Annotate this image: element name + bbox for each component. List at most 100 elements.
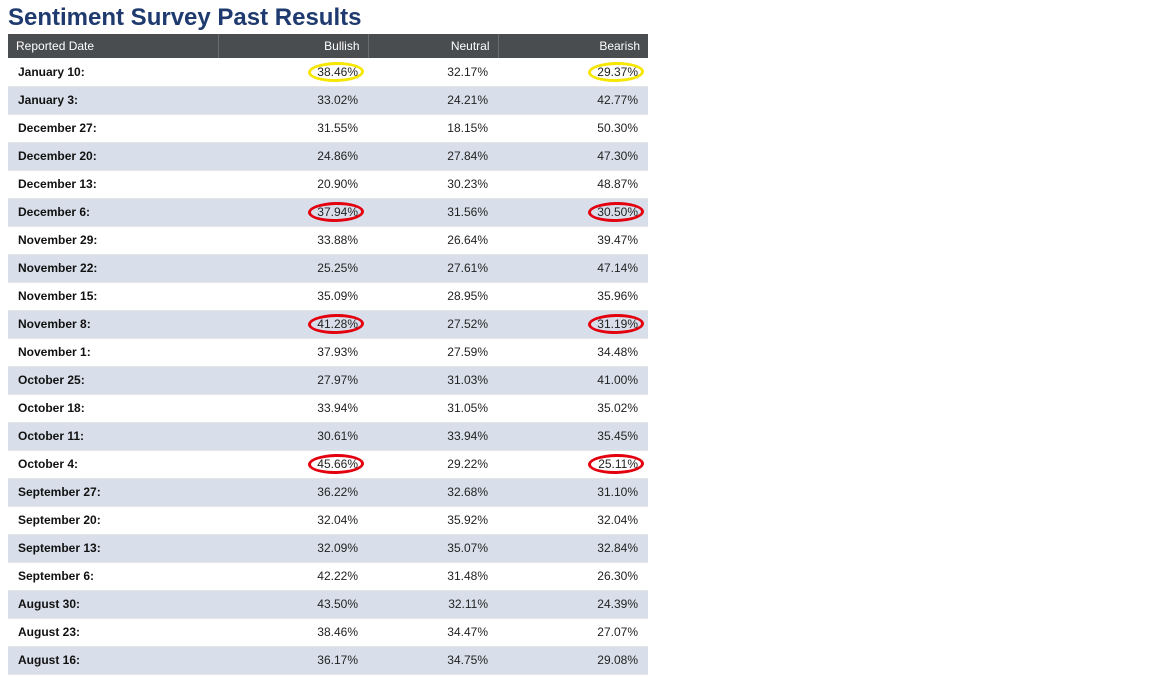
cell-neutral: 24.21% — [368, 86, 498, 114]
cell-value: 34.48% — [597, 345, 638, 359]
cell-value: 27.59% — [447, 345, 488, 359]
cell-value: 32.17% — [447, 65, 488, 79]
cell-value: 25.25% — [317, 261, 358, 275]
cell-neutral: 33.94% — [368, 422, 498, 450]
cell-value: 26.64% — [447, 233, 488, 247]
cell-bearish: 32.04% — [498, 506, 648, 534]
cell-neutral: 27.52% — [368, 310, 498, 338]
cell-bullish: 30.61% — [218, 422, 368, 450]
cell-date: September 20: — [8, 506, 218, 534]
table-row: September 6:42.22%31.48%26.30% — [8, 562, 648, 590]
col-header-bearish: Bearish — [498, 34, 648, 58]
cell-bullish: 31.55% — [218, 114, 368, 142]
page-title: Sentiment Survey Past Results — [8, 4, 1148, 32]
cell-value: 42.77% — [597, 93, 638, 107]
cell-value: 32.68% — [447, 485, 488, 499]
cell-value: 35.09% — [317, 289, 358, 303]
cell-bullish: 35.09% — [218, 282, 368, 310]
table-header-row: Reported Date Bullish Neutral Bearish — [8, 34, 648, 58]
cell-neutral: 32.17% — [368, 58, 498, 86]
cell-value: 27.84% — [447, 149, 488, 163]
cell-neutral: 31.48% — [368, 562, 498, 590]
cell-value: 34.47% — [447, 625, 488, 639]
cell-neutral: 35.07% — [368, 534, 498, 562]
cell-value: 33.88% — [317, 233, 358, 247]
cell-bearish: 34.48% — [498, 338, 648, 366]
cell-value: 31.05% — [447, 401, 488, 415]
cell-value: 50.30% — [597, 121, 638, 135]
cell-bearish: 29.08% — [498, 646, 648, 674]
table-row: November 8:41.28%27.52%31.19% — [8, 310, 648, 338]
cell-neutral: 18.15% — [368, 114, 498, 142]
table-row: November 22:25.25%27.61%47.14% — [8, 254, 648, 282]
cell-value: 29.08% — [597, 653, 638, 667]
cell-value: 33.94% — [317, 401, 358, 415]
cell-bearish: 39.47% — [498, 226, 648, 254]
table-row: October 25: 27.97% 31.03% 41.00% — [8, 366, 648, 394]
cell-bearish: 35.96% — [498, 282, 648, 310]
cell-date: November 29: — [8, 226, 218, 254]
cell-neutral: 29.22% — [368, 450, 498, 478]
cell-date: December 27: — [8, 114, 218, 142]
cell-bullish: 42.22% — [218, 562, 368, 590]
cell-value: 32.84% — [597, 541, 638, 555]
col-header-neutral: Neutral — [368, 34, 498, 58]
col-header-bullish: Bullish — [218, 34, 368, 58]
cell-value: 31.56% — [447, 205, 488, 219]
cell-neutral: 30.23% — [368, 170, 498, 198]
cell-value: 27.97% — [317, 373, 358, 387]
cell-value: 24.86% — [317, 149, 358, 163]
cell-value: 34.75% — [447, 653, 488, 667]
cell-bullish: 33.94% — [218, 394, 368, 422]
cell-bullish: 36.22% — [218, 478, 368, 506]
cell-value: 41.00% — [597, 373, 638, 387]
cell-neutral: 35.92% — [368, 506, 498, 534]
cell-bullish: 27.97% — [218, 366, 368, 394]
cell-date: January 3: — [8, 86, 218, 114]
table-row: November 29: 33.88% 26.64% 39.47% — [8, 226, 648, 254]
cell-value: 30.61% — [317, 429, 358, 443]
cell-date: September 6: — [8, 562, 218, 590]
table-row: August 23:38.46%34.47%27.07% — [8, 618, 648, 646]
cell-neutral: 27.84% — [368, 142, 498, 170]
cell-neutral: 28.95% — [368, 282, 498, 310]
cell-bearish: 42.77% — [498, 86, 648, 114]
cell-value: 47.30% — [597, 149, 638, 163]
cell-date: November 8: — [8, 310, 218, 338]
cell-date: December 6: — [8, 198, 218, 226]
cell-bearish: 29.37% — [498, 58, 648, 86]
cell-value: 41.28% — [317, 317, 358, 331]
cell-value: 35.02% — [597, 401, 638, 415]
table-row: September 27:36.22%32.68%31.10% — [8, 478, 648, 506]
cell-date: October 18: — [8, 394, 218, 422]
cell-value: 31.55% — [317, 121, 358, 135]
cell-neutral: 32.68% — [368, 478, 498, 506]
cell-date: September 27: — [8, 478, 218, 506]
cell-neutral: 34.47% — [368, 618, 498, 646]
cell-value: 33.02% — [317, 93, 358, 107]
cell-value: 18.15% — [447, 121, 488, 135]
cell-neutral: 31.56% — [368, 198, 498, 226]
cell-neutral: 27.59% — [368, 338, 498, 366]
cell-bullish: 24.86% — [218, 142, 368, 170]
cell-bearish: 48.87% — [498, 170, 648, 198]
table-row: November 15:35.09%28.95%35.96% — [8, 282, 648, 310]
col-header-date: Reported Date — [8, 34, 218, 58]
cell-date: September 13: — [8, 534, 218, 562]
cell-value: 32.04% — [597, 513, 638, 527]
cell-neutral: 34.75% — [368, 646, 498, 674]
table-row: October 11:30.61%33.94%35.45% — [8, 422, 648, 450]
cell-value: 39.47% — [597, 233, 638, 247]
cell-date: October 25: — [8, 366, 218, 394]
cell-value: 28.95% — [447, 289, 488, 303]
cell-value: 30.50% — [597, 205, 638, 219]
table-row: January 10:38.46%32.17%29.37% — [8, 58, 648, 86]
cell-value: 31.03% — [447, 373, 488, 387]
cell-bearish: 24.39% — [498, 590, 648, 618]
cell-bullish: 25.25% — [218, 254, 368, 282]
cell-value: 29.22% — [447, 457, 488, 471]
cell-value: 38.46% — [317, 625, 358, 639]
cell-value: 32.11% — [448, 597, 488, 611]
cell-bearish: 41.00% — [498, 366, 648, 394]
table-row: December 27: 31.55% 18.15% 50.30% — [8, 114, 648, 142]
